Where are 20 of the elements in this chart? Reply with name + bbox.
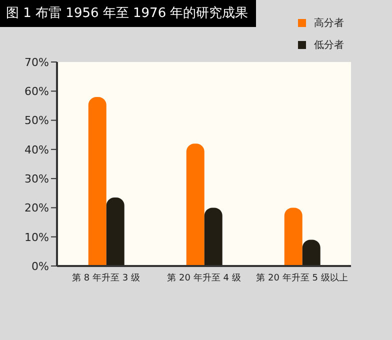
bar [204,208,222,266]
y-tick-label: 30% [24,172,49,186]
y-tick-label: 10% [24,230,49,244]
y-tick-label: 40% [24,143,49,156]
y-tick-label: 70% [24,56,49,69]
bar [88,96,106,266]
x-tick-label: 第 20 年升至 4 级 [167,272,241,284]
x-tick-label: 第 20 年升至 5 级以上 [256,272,348,284]
bar [302,240,320,266]
legend-label: 低分者 [314,38,344,52]
bar [284,208,302,266]
y-tick-label: 0% [32,260,49,273]
y-tick-label: 50% [24,114,49,128]
x-tick-label: 第 8 年升至 3 级 [72,272,140,284]
bar [186,144,204,266]
y-tick-label: 60% [24,85,49,98]
bar [106,198,124,266]
legend-label: 高分者 [314,16,344,30]
chart-title: 图 1 布雷 1956 年至 1976 年的研究成果 [0,0,256,27]
y-tick-label: 20% [24,202,49,215]
